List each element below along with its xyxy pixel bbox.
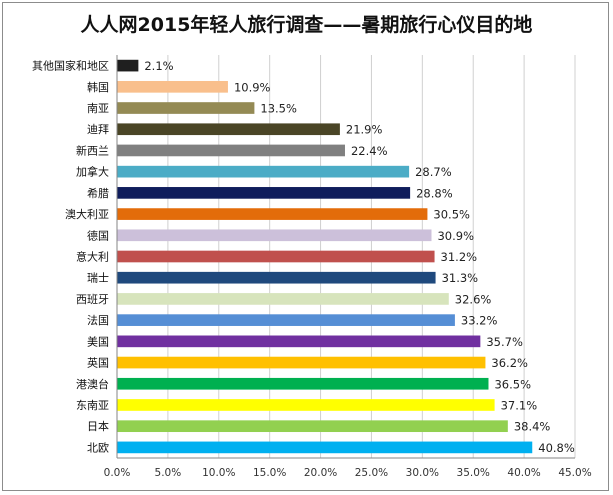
value-label: 22.4% [351,144,388,158]
category-label: 新西兰 [76,143,109,157]
x-tick-label: 5.0% [155,467,182,479]
value-label: 30.9% [437,229,474,243]
value-label: 10.9% [234,80,271,94]
value-label: 13.5% [260,102,297,116]
value-label: 28.7% [415,165,452,179]
category-label: 港澳台 [76,377,109,391]
x-tick-label: 10.0% [202,467,235,479]
category-label: 德国 [87,228,109,242]
x-tick-label: 45.0% [558,467,591,479]
bar [117,293,449,305]
x-tick-label: 20.0% [304,467,337,479]
bars [117,59,533,454]
x-tick-label: 35.0% [457,467,490,479]
bar [117,229,432,242]
value-label: 38.4% [514,420,551,434]
category-label: 澳大利亚 [65,207,109,221]
value-label: 36.5% [494,377,531,391]
bar [117,59,139,72]
category-label: 英国 [87,356,109,370]
value-label: 28.8% [416,186,453,200]
bar [117,356,486,369]
bar [117,144,345,157]
bar [117,271,436,284]
value-label: 40.8% [538,441,575,455]
value-label: 32.6% [455,292,492,306]
bar [117,250,435,263]
x-tick-label: 25.0% [355,467,388,479]
category-labels: 其他国家和地区韩国南亚迪拜新西兰加拿大希腊澳大利亚德国意大利瑞士西班牙法国美国英… [32,59,109,455]
x-tick-label: 30.0% [406,467,439,479]
value-label: 33.2% [461,314,498,328]
chart-title: 人人网2015年轻人旅行调查——暑期旅行心仪目的地 [80,14,533,36]
bar [117,377,489,390]
category-label: 瑞士 [87,271,109,285]
category-label: 西班牙 [76,293,109,306]
bar [117,187,411,199]
value-labels: 2.1% 10.9% 13.5% 21.9% 22.4% 28.7% 28.8% 30.5% 3… [144,59,574,455]
bar [117,80,228,93]
bar [117,102,255,114]
bar [117,420,508,433]
bar [117,335,481,348]
value-label: 37.1% [501,398,538,412]
value-label: 36.2% [491,356,528,370]
category-label: 加拿大 [76,165,109,179]
category-label: 美国 [87,335,109,348]
value-label: 31.2% [441,250,478,264]
category-label: 东南亚 [76,399,109,412]
bar [117,314,455,326]
value-label: 2.1% [144,59,173,73]
category-label: 希腊 [87,186,109,200]
value-label: 31.3% [442,271,479,285]
bar [117,399,495,411]
category-label: 其他国家和地区 [32,59,109,73]
category-label: 韩国 [87,80,109,94]
bar [117,123,340,136]
x-tick-label: 0.0% [104,467,131,479]
category-label: 北欧 [87,441,109,454]
bar [117,441,533,454]
category-label: 日本 [87,419,109,433]
bar [117,165,410,178]
category-label: 意大利 [76,250,109,264]
category-label: 南亚 [87,102,109,115]
value-label: 21.9% [346,123,383,137]
category-label: 法国 [87,313,109,327]
x-tick-label: 15.0% [253,467,286,479]
category-label: 迪拜 [87,123,109,136]
value-label: 35.7% [486,335,523,349]
bar [117,208,428,220]
x-tick-labels: 0.0% 5.0% 10.0% 15.0% 20.0% 25.0% 30.0% 35.0% 40… [104,467,592,479]
x-tick-label: 40.0% [507,467,540,479]
value-label: 30.5% [433,208,470,222]
